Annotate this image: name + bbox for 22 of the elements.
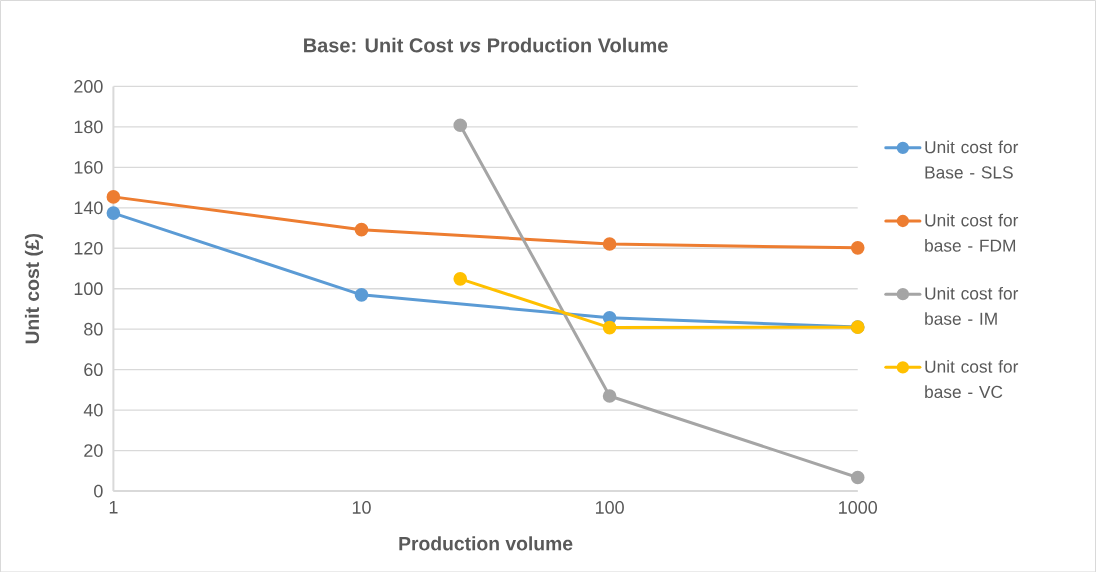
y-tick-label: 100 <box>74 282 103 295</box>
y-tick-label: 180 <box>74 120 103 133</box>
x-tick-label: 1 <box>109 500 118 514</box>
y-tick-label: 160 <box>74 160 103 174</box>
x-tick-label: 100 <box>595 500 624 514</box>
y-tick-label: 40 <box>83 403 103 417</box>
x-tick-label: 10 <box>352 500 371 514</box>
y-tick-label: 0 <box>94 484 103 498</box>
x-axis-title: Production volume <box>399 536 573 551</box>
x-tick-label: 1000 <box>839 500 878 514</box>
y-tick-label: 80 <box>84 322 103 336</box>
y-tick-label: 20 <box>84 443 103 457</box>
chart-title: Base: Unit Cost vs Production Volume <box>304 37 668 53</box>
y-tick-label: 120 <box>74 241 103 255</box>
legend-label: Unit cost for Base - SLS <box>925 140 1019 179</box>
legend-label: Unit cost for base - FDM <box>925 213 1019 252</box>
y-tick-label: 140 <box>74 201 103 214</box>
legend-label: Unit cost for base - IM <box>925 286 1019 325</box>
y-tick-label: 60 <box>84 363 103 376</box>
legend-label: Unit cost for base - VC <box>925 359 1019 398</box>
y-axis-title: Unit cost (£) <box>24 233 43 344</box>
y-tick-label: 200 <box>74 79 103 93</box>
